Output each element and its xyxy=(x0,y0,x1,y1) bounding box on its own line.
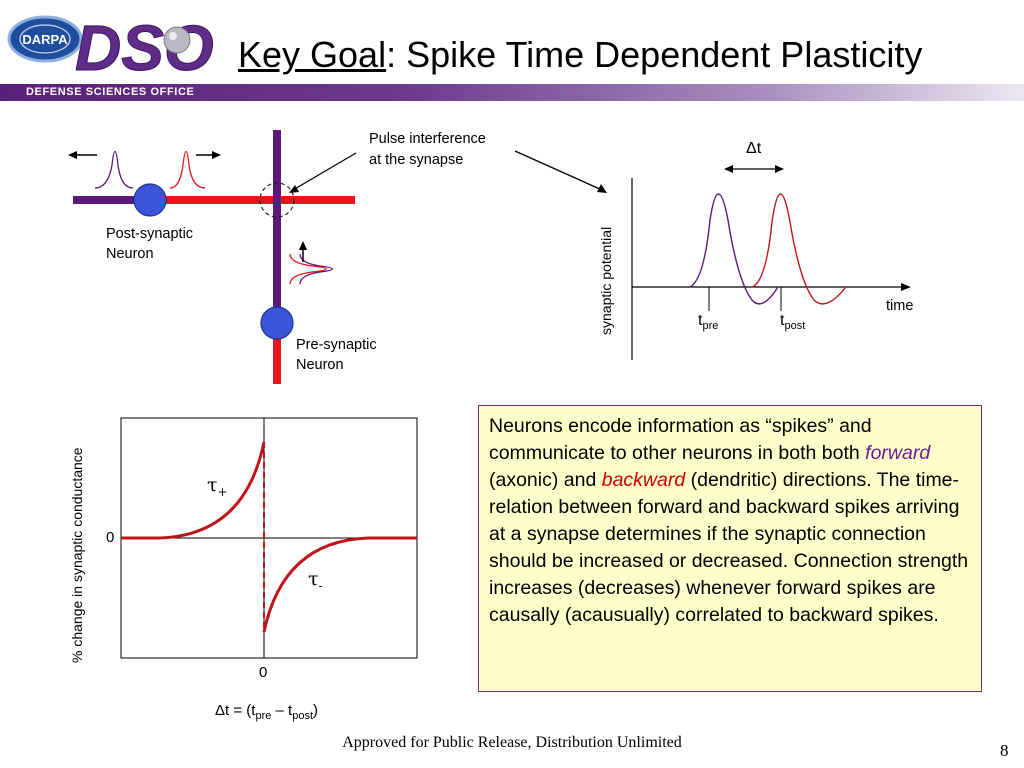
tau-minus-label: τ- xyxy=(308,568,323,593)
pre-synaptic-label-line1: Pre-synaptic xyxy=(296,337,377,353)
post-spike-curve xyxy=(751,193,847,305)
dso-logo: DARPA DSO xyxy=(7,12,214,85)
ylabel-conductance: % change in synaptic conductance xyxy=(69,447,85,663)
post-synaptic-neuron xyxy=(133,183,167,217)
stdp-plot: % change in synaptic conductance xyxy=(69,417,418,663)
time-axis-label: time xyxy=(886,298,914,314)
pre-synaptic-label-line2: Neuron xyxy=(296,357,344,373)
text-part-3: (dendritic) directions. The time-relatio… xyxy=(489,469,969,626)
text-part-1: Neurons encode information as “spikes” a… xyxy=(489,415,872,464)
stdp-xlabel: Δt = (tpre – tpost) xyxy=(215,702,319,722)
interference-label-line2: at the synapse xyxy=(369,152,464,168)
t-pre-label: tpre xyxy=(698,312,719,333)
header-bar xyxy=(0,84,1024,101)
slide-title: Key Goal: Spike Time Dependent Plasticit… xyxy=(238,34,922,76)
text-backward: backward xyxy=(601,469,686,491)
depression-curve xyxy=(262,536,417,633)
text-forward: forward xyxy=(865,442,931,464)
page-number: 8 xyxy=(1000,741,1009,760)
title-rest: : Spike Time Dependent Plasticity xyxy=(386,34,923,75)
footer-release-note: Approved for Public Release, Distributio… xyxy=(342,734,682,751)
delta-t-label: Δt xyxy=(746,140,762,157)
synapse-marker xyxy=(259,182,295,218)
office-name: DEFENSE SCIENCES OFFICE xyxy=(26,86,195,98)
t-post-label: tpost xyxy=(780,312,806,333)
stdp-zero-y: 0 xyxy=(106,529,115,546)
explanation-text-box: Neurons encode information as “spikes” a… xyxy=(478,405,982,692)
potentiation-curve xyxy=(121,441,266,540)
pre-spike-curve xyxy=(689,193,779,305)
title-key-goal: Key Goal xyxy=(238,34,387,75)
post-synaptic-label-line2: Neuron xyxy=(106,246,154,262)
text-part-2: (axonic) and xyxy=(489,469,602,491)
dso-logo-text: DSO xyxy=(75,12,214,84)
left-arrow-icon xyxy=(68,151,77,159)
interference-label-line1: Pulse interference xyxy=(369,131,486,147)
stdp-zero-x: 0 xyxy=(259,664,268,681)
neuron-diagram xyxy=(68,130,607,384)
post-synaptic-label-line1: Post-synaptic xyxy=(106,226,194,242)
ylabel-synaptic-potential: synaptic potential xyxy=(598,227,614,335)
pre-synaptic-neuron xyxy=(260,306,294,340)
up-arrow-icon xyxy=(299,241,307,250)
darpa-logo-text: DARPA xyxy=(22,32,68,47)
tau-plus-label: τ+ xyxy=(207,474,228,499)
synaptic-potential-plot: synaptic potential xyxy=(598,165,911,360)
right-arrow-icon xyxy=(212,151,221,159)
